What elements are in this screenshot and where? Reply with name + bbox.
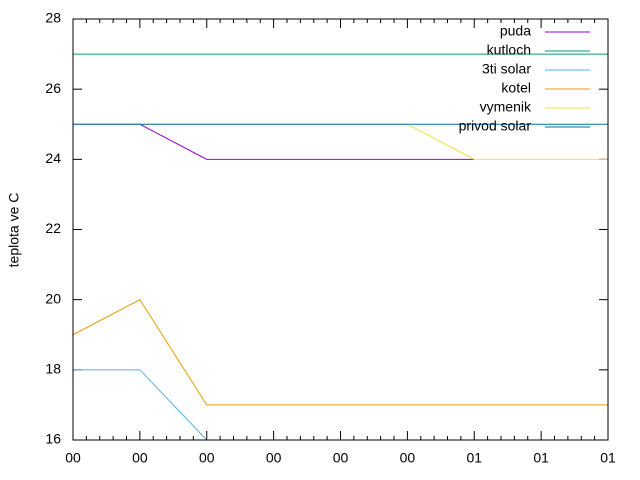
- y-tick-label: 24: [45, 150, 61, 166]
- x-tick-label: 00: [65, 450, 81, 466]
- x-tick-label: 00: [266, 450, 282, 466]
- x-tick-label: 00: [333, 450, 349, 466]
- x-tick-label: 01: [600, 450, 616, 466]
- y-tick-label: 20: [45, 290, 61, 306]
- x-tick-label: 00: [199, 450, 215, 466]
- legend-label: privod solar: [459, 118, 532, 134]
- y-tick-label: 16: [45, 431, 61, 447]
- y-tick-label: 22: [45, 220, 61, 236]
- legend-label: kotel: [501, 80, 531, 96]
- x-tick-label: 00: [132, 450, 148, 466]
- x-tick-label: 01: [466, 450, 482, 466]
- y-tick-label: 26: [45, 80, 61, 96]
- y-axis-label: teplota ve C: [6, 193, 22, 268]
- x-tick-label: 01: [533, 450, 549, 466]
- series-line: [72, 299, 608, 406]
- series-line: [73, 369, 208, 441]
- legend-label: puda: [500, 23, 531, 39]
- y-tick-label: 28: [45, 10, 61, 26]
- series-line: [73, 123, 475, 160]
- x-tick-label: 00: [400, 450, 416, 466]
- y-tick-label: 18: [45, 361, 61, 377]
- legend-label: vymenik: [480, 99, 532, 115]
- legend-label: kutloch: [487, 42, 531, 58]
- legend-label: 3ti solar: [482, 61, 531, 77]
- plot-frame: [72, 18, 609, 441]
